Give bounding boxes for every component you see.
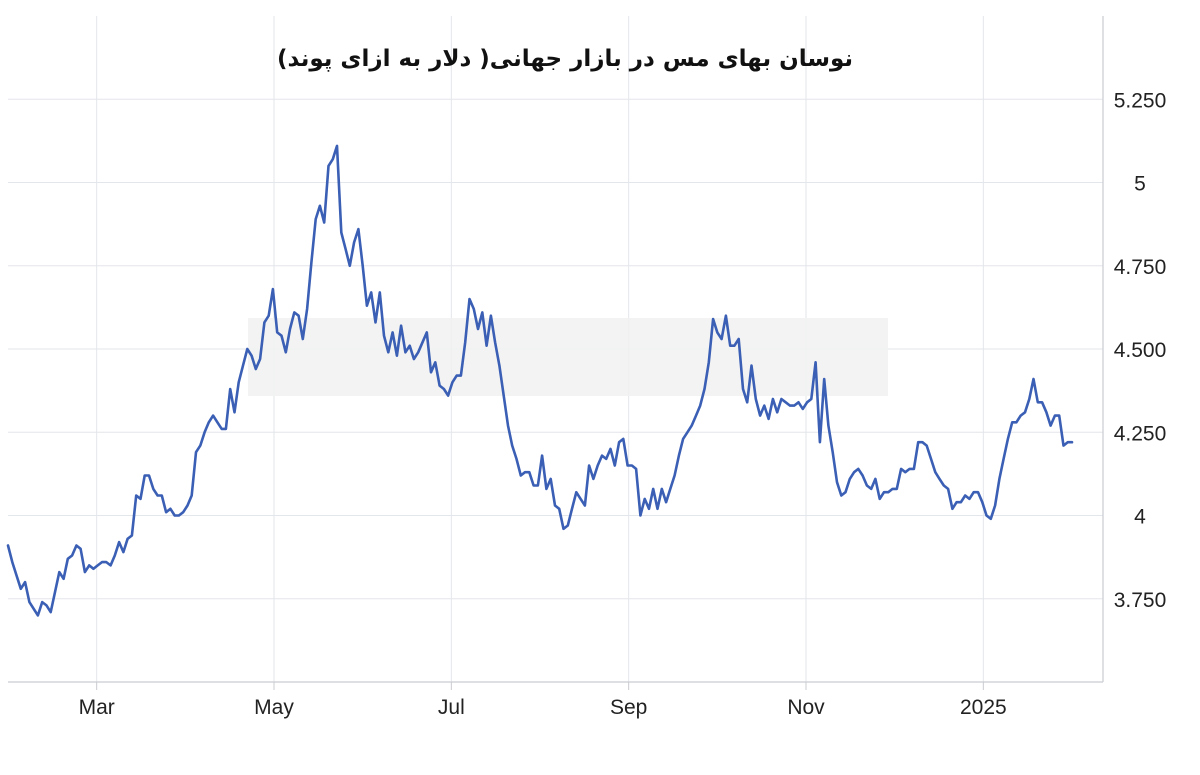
chart-title: نوسان بهای مس در بازار جهانی( دلار به از… <box>277 46 853 72</box>
y-tick-label: 5.250 <box>1114 89 1167 112</box>
axes <box>8 16 1104 683</box>
grid-lines <box>8 16 1103 682</box>
x-tick-label: Sep <box>610 696 647 719</box>
y-tick-label: 4.750 <box>1114 256 1167 279</box>
y-tick-label: 4 <box>1134 506 1146 529</box>
y-tick-labels: 3.750 4 4.250 4.500 4.750 5 5.250 <box>1114 89 1167 612</box>
x-tick-label: May <box>254 696 294 719</box>
y-tick-label: 5 <box>1134 173 1146 196</box>
copper-price-series-line <box>6 144 1074 617</box>
x-tick-labels: Mar May Jul Sep Nov 2025 <box>79 682 1007 719</box>
x-tick-label: Mar <box>79 696 115 719</box>
x-tick-label: 2025 <box>960 696 1007 719</box>
x-tick-label: Jul <box>438 696 465 719</box>
y-tick-label: 4.500 <box>1114 339 1167 362</box>
y-tick-label: 3.750 <box>1114 589 1167 612</box>
watermark-band <box>248 318 888 396</box>
x-tick-label: Nov <box>787 696 825 719</box>
y-tick-label: 4.250 <box>1114 422 1167 445</box>
